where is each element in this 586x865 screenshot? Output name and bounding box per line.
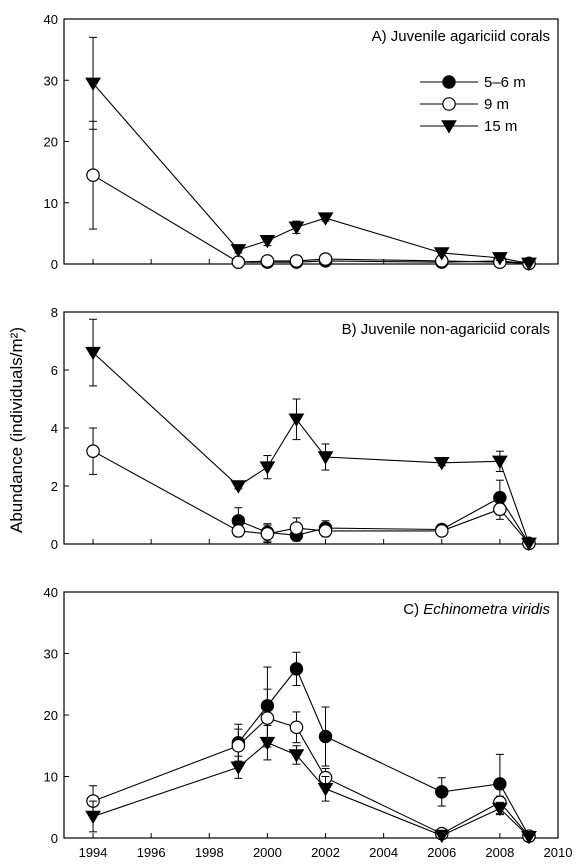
y-tick-label: 30 xyxy=(44,73,58,88)
series-15-m-point xyxy=(317,783,334,797)
series-15-m-point xyxy=(433,247,450,261)
series-9-m-point xyxy=(231,738,246,753)
series-15-m-point xyxy=(521,537,537,552)
panel-b-chart: 0 2 4 6 8 B) Juvenile non-agariciid corals xyxy=(51,305,559,552)
x-tick-label: 1996 xyxy=(137,845,166,860)
series-9-m-point xyxy=(318,252,333,266)
y-tick-label: 0 xyxy=(51,257,58,272)
y-tick-label: 40 xyxy=(44,585,58,600)
x-tick-label: 2010 xyxy=(544,845,573,860)
legend: 5–6 m 9 m 15 m xyxy=(420,74,526,135)
legend-label: 15 m xyxy=(484,118,517,135)
y-tick-label: 0 xyxy=(51,537,58,552)
series-15-m-point xyxy=(85,346,101,361)
series-15-m-point xyxy=(85,810,101,825)
series-9-m-point xyxy=(289,254,304,268)
y-tick-label: 40 xyxy=(44,12,58,27)
series-9-m-point xyxy=(289,720,304,735)
y-tick-label: 20 xyxy=(44,135,58,150)
y-tick-label: 10 xyxy=(44,196,58,211)
series-9-m-point xyxy=(289,521,304,535)
x-tick-label: 2000 xyxy=(253,845,282,860)
series-15-m-point xyxy=(230,480,247,494)
title-prefix: C) xyxy=(403,601,423,618)
series-15-m-point xyxy=(317,212,334,226)
series-5-6-m-line xyxy=(238,496,530,544)
series-5-6-m-point xyxy=(435,785,449,799)
series-9-m-point xyxy=(318,524,333,538)
series-15-m-point xyxy=(492,252,508,266)
series-15-m-point xyxy=(317,451,334,465)
y-tick-label: 10 xyxy=(44,770,58,785)
panel-b-frame xyxy=(63,311,559,545)
series-15-m-line xyxy=(92,742,530,838)
series-9-m-point xyxy=(86,444,100,458)
x-tick-label: 2002 xyxy=(311,845,340,860)
x-tick-label: 1998 xyxy=(195,845,224,860)
panel-a-frame xyxy=(63,18,559,265)
panel-c-title: C) Echinometra viridis xyxy=(403,601,550,618)
legend-label: 5–6 m xyxy=(484,74,526,91)
panel-a-chart: 0 10 20 30 40 A) Juvenile agariciid corals 5–6… xyxy=(44,12,559,272)
series-15-m-point xyxy=(492,802,508,817)
y-tick-label: 4 xyxy=(51,421,58,436)
series-5-6-m-line xyxy=(237,667,530,837)
series-15-m-line xyxy=(92,82,530,264)
series-15-m-point xyxy=(259,461,276,475)
series-15-m-line xyxy=(92,352,530,544)
series-9-m-point xyxy=(231,255,246,269)
series-15-m-point xyxy=(230,244,247,258)
y-tick-label: 0 xyxy=(51,831,58,846)
series-15-m-point xyxy=(259,234,276,249)
series-15-m-point xyxy=(288,413,305,427)
series-15-m-point xyxy=(521,257,537,272)
series-9-m-line xyxy=(92,717,530,837)
y-tick-label: 6 xyxy=(51,363,58,378)
series-15-m-point xyxy=(85,77,101,91)
series-15-m-point xyxy=(288,221,305,235)
series-5-6-m-point xyxy=(493,777,507,791)
series-15-m-point xyxy=(492,455,508,469)
panel-c-chart: 0 10 20 30 40 1994 1996 1998 2000 2002 2004 2006 200… xyxy=(44,585,573,860)
series-9-m-point xyxy=(231,524,246,538)
series-9-m-line xyxy=(92,174,529,264)
legend-label: 9 m xyxy=(484,96,509,113)
x-tick-label: 2008 xyxy=(485,845,514,860)
y-tick-label: 2 xyxy=(51,479,58,494)
series-9-m-point xyxy=(86,168,100,182)
x-tick-label: 2004 xyxy=(369,845,398,860)
x-tick-label: 1994 xyxy=(79,845,108,860)
y-tick-label: 20 xyxy=(44,708,58,723)
series-15-m-point xyxy=(521,831,537,845)
legend-marker xyxy=(442,97,456,111)
series-15-m-point xyxy=(433,829,450,844)
series-15-m-point xyxy=(288,749,305,763)
series-15-m-point xyxy=(230,761,247,775)
series-5-6-m-point xyxy=(318,729,333,744)
series-9-m-point xyxy=(493,502,507,516)
series-9-m-point xyxy=(434,524,449,538)
legend-marker xyxy=(442,75,456,89)
y-tick-label: 8 xyxy=(51,305,58,320)
series-9-m-point xyxy=(260,254,275,268)
legend-marker xyxy=(441,120,457,134)
y-tick-label: 30 xyxy=(44,647,58,662)
panel-a-title: A) Juvenile agariciid corals xyxy=(372,28,550,45)
panel-b-title: B) Juvenile non-agariciid corals xyxy=(342,321,550,338)
series-9-m-point xyxy=(260,711,275,725)
series-9-m-point xyxy=(260,527,275,541)
series-15-m-point xyxy=(433,457,450,471)
series-9-m-line xyxy=(92,450,530,544)
series-5-6-m-point xyxy=(289,662,304,676)
title-species: Echinometra viridis xyxy=(423,601,550,618)
y-axis-label: Abundance (individuals/m²) xyxy=(7,327,26,533)
series-15-m-point xyxy=(259,736,276,751)
x-tick-label: 2006 xyxy=(427,845,456,860)
